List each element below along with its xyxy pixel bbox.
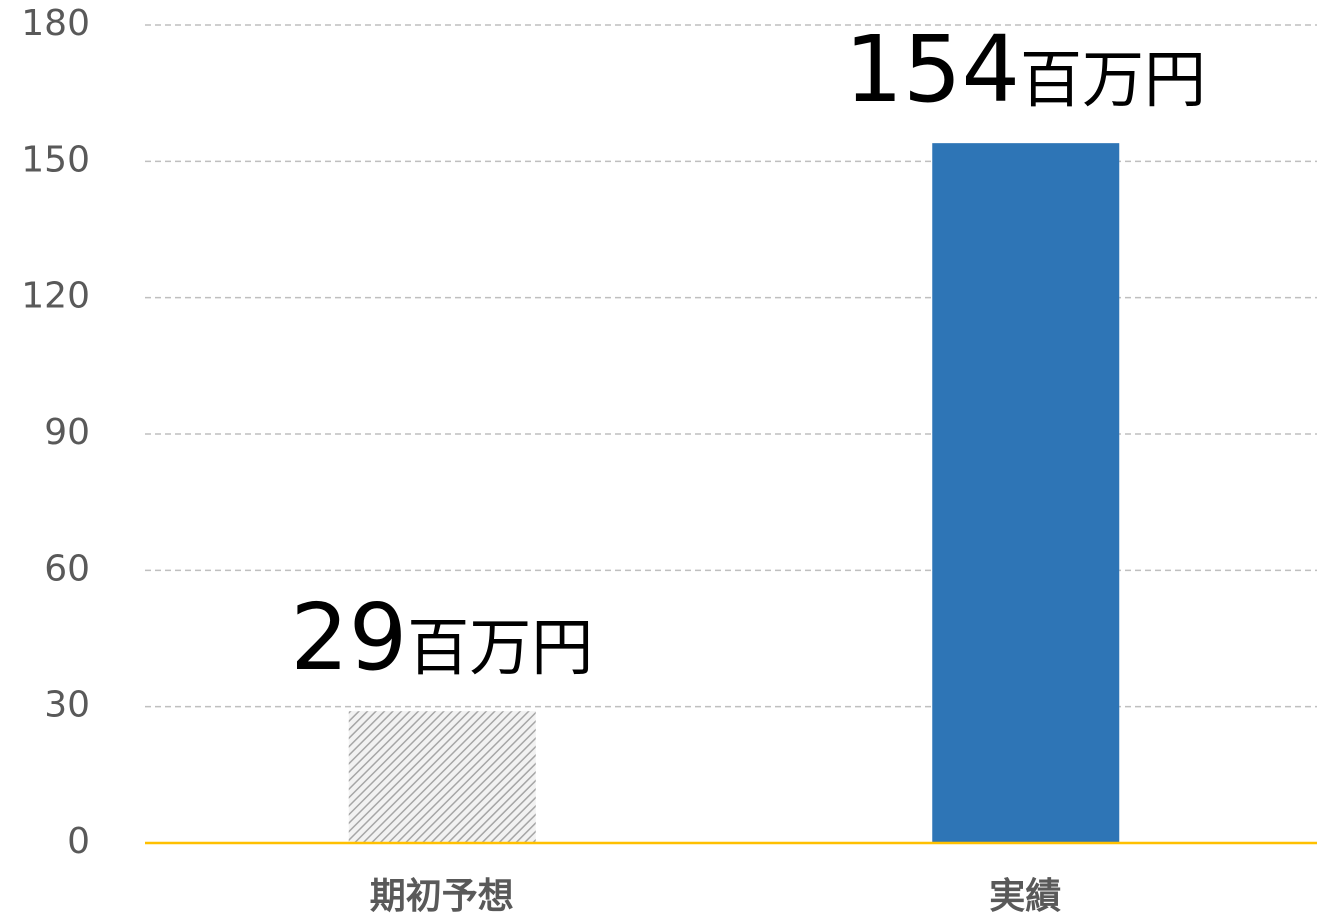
y-tick-label: 150 bbox=[21, 139, 90, 180]
data-label: 29百万円 bbox=[290, 584, 593, 691]
y-tick-label: 120 bbox=[21, 276, 90, 317]
y-tick-label: 0 bbox=[67, 821, 90, 862]
y-tick-label: 180 bbox=[21, 3, 90, 44]
y-tick-label: 60 bbox=[44, 548, 90, 589]
x-tick-label: 期初予想 bbox=[370, 876, 514, 917]
y-tick-label: 90 bbox=[44, 412, 90, 453]
x-tick-label: 実績 bbox=[989, 876, 1061, 917]
data-label: 154百万円 bbox=[844, 16, 1206, 123]
y-tick-label: 30 bbox=[44, 685, 90, 726]
bar bbox=[932, 143, 1120, 844]
bar bbox=[348, 711, 536, 843]
